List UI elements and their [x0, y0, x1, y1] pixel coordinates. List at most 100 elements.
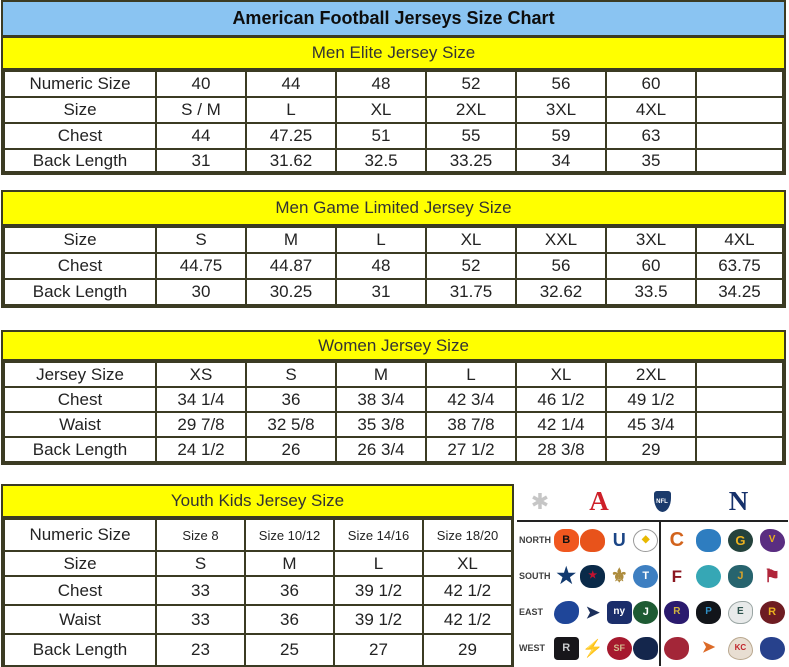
youth-table-block: Youth Kids Jersey Size Numeric Size Size … [1, 484, 514, 667]
new-england-patriots-logo: ➤ [585, 602, 600, 622]
size-cell: 38 3/4 [335, 386, 427, 413]
size-cell: 33 [155, 604, 246, 635]
size-cell [695, 70, 784, 98]
size-cell: 47.25 [245, 122, 337, 150]
table-row: Size S M L XL [3, 550, 513, 577]
size-cell: 29 7/8 [155, 411, 247, 438]
row-label: Size [3, 96, 157, 124]
table-row: Back Length 23 25 27 29 [3, 633, 513, 667]
size-cell: Size 18/20 [422, 518, 513, 552]
size-cell [695, 436, 784, 463]
size-cell: 27 1/2 [425, 436, 517, 463]
carolina-panthers-logo: P [696, 600, 722, 624]
tampa-bay-buccaneers-logo: ⚑ [764, 566, 781, 586]
row-label: Jersey Size [3, 361, 157, 388]
size-cell [695, 386, 784, 413]
size-cell: 44.75 [155, 252, 247, 280]
table-row: Chest 44.75 44.87 48 52 56 60 63.75 [3, 252, 784, 280]
size-cell: 27 [333, 633, 424, 667]
size-cell: 44 [245, 70, 337, 98]
division-row: WEST R ⚡ SF ➤ KC [517, 630, 788, 666]
denver-broncos-logo: ➤ [701, 639, 716, 656]
division-row: SOUTH ★ ★ ⚜ T F J ⚑ [517, 558, 788, 594]
size-cell: 55 [425, 122, 517, 150]
size-cell: M [244, 550, 335, 577]
table-row: Chest 44 47.25 51 55 59 63 [3, 122, 784, 150]
division-label: NORTH [519, 535, 551, 545]
afc-logos: ★ ★ ⚜ T [553, 558, 659, 594]
size-cell: 33 [155, 575, 246, 606]
size-cell: 56 [515, 70, 607, 98]
size-cell: 56 [515, 252, 607, 280]
size-cell: 42 1/4 [515, 411, 607, 438]
size-cell: 32.5 [335, 148, 427, 173]
size-cell: L [335, 226, 427, 254]
size-cell: 45 3/4 [605, 411, 697, 438]
size-cell: 29 [422, 633, 513, 667]
size-cell: 34.25 [695, 278, 784, 306]
row-label: Numeric Size [3, 518, 157, 552]
afc-logos: R ⚡ SF [553, 630, 659, 666]
division-label: SOUTH [519, 571, 551, 581]
dallas-cowboys-logo: ★ [556, 563, 577, 588]
size-cell: 48 [335, 70, 427, 98]
arizona-cardinals-logo [664, 636, 690, 660]
size-cell: XL [515, 361, 607, 388]
houston-texans-logo: ★ [580, 564, 606, 588]
size-cell: XL [422, 550, 513, 577]
indianapolis-colts-logo: U [612, 530, 626, 550]
men-game-header: Men Game Limited Jersey Size [3, 192, 784, 226]
row-label: Waist [3, 411, 157, 438]
size-cell: XXL [515, 226, 607, 254]
row-label: Back Length [3, 633, 157, 667]
table-row: Chest 34 1/4 36 38 3/4 42 3/4 46 1/2 49 1/2 [3, 386, 784, 413]
size-cell: 35 3/8 [335, 411, 427, 438]
nfc-logo: N [728, 486, 749, 516]
nfc-logos: ➤ KC [659, 630, 788, 666]
size-cell: S / M [155, 96, 247, 124]
size-cell: L [425, 361, 517, 388]
size-cell: 33.5 [605, 278, 697, 306]
size-cell: 30.25 [245, 278, 337, 306]
size-cell: 26 3/4 [335, 436, 427, 463]
size-cell: Size 10/12 [244, 518, 335, 552]
table-row: Back Length 24 1/2 26 26 3/4 27 1/2 28 3/8 29 [3, 436, 784, 463]
nfl-shield-icon: NFL [653, 491, 671, 512]
size-cell: 28 3/8 [515, 436, 607, 463]
size-cell: 40 [155, 70, 247, 98]
division-rows: NORTH B U ◆ C G V SOUTH ★ ★ ⚜ T F J ⚑ EAST ➤ ny J R P E R WEST R… [517, 522, 788, 666]
oakland-raiders-logo: R [553, 636, 579, 660]
size-cell: 42 1/2 [422, 575, 513, 606]
size-cell: L [333, 550, 424, 577]
table-row: Size S / M L XL 2XL 3XL 4XL [3, 96, 784, 124]
division-row: NORTH B U ◆ C G V [517, 522, 788, 558]
new-york-jets-logo: J [633, 600, 659, 624]
size-cell: 2XL [605, 361, 697, 388]
size-cell: 3XL [605, 226, 697, 254]
table-row: Jersey Size XS S M L XL 2XL [3, 361, 784, 388]
size-cell: 63.75 [695, 252, 784, 280]
afc-logos: B U ◆ [553, 522, 659, 558]
size-cell: Size 8 [155, 518, 246, 552]
division-label: EAST [519, 607, 544, 617]
size-cell: 51 [335, 122, 427, 150]
philadelphia-eagles-logo: E [727, 600, 753, 624]
size-cell: 26 [245, 436, 337, 463]
men-game-table: Size S M L XL XXL 3XL 4XL Chest 44.75 44.87 48 52 56 6… [3, 226, 784, 306]
table-row: Numeric Size Size 8 Size 10/12 Size 14/16 Si… [3, 518, 513, 552]
table-row: Numeric Size 40 44 48 52 56 60 [3, 70, 784, 98]
afc-logo: A [589, 486, 609, 516]
row-label: Chest [3, 252, 157, 280]
pittsburgh-steelers-logo: ◆ [633, 528, 659, 552]
size-cell: 39 1/2 [333, 575, 424, 606]
row-label: Chest [3, 386, 157, 413]
size-cell: 36 [244, 604, 335, 635]
table-row: Waist 29 7/8 32 5/8 35 3/8 38 7/8 42 1/4 45 3/… [3, 411, 784, 438]
size-cell: 4XL [605, 96, 697, 124]
women-table: Jersey Size XS S M L XL 2XL Chest 34 1/4 36 38 3/4… [3, 361, 784, 463]
san-diego-chargers-logo: ⚡ [582, 638, 604, 658]
size-cell: 24 1/2 [155, 436, 247, 463]
size-cell [695, 411, 784, 438]
men-elite-header: Men Elite Jersey Size [3, 38, 784, 70]
